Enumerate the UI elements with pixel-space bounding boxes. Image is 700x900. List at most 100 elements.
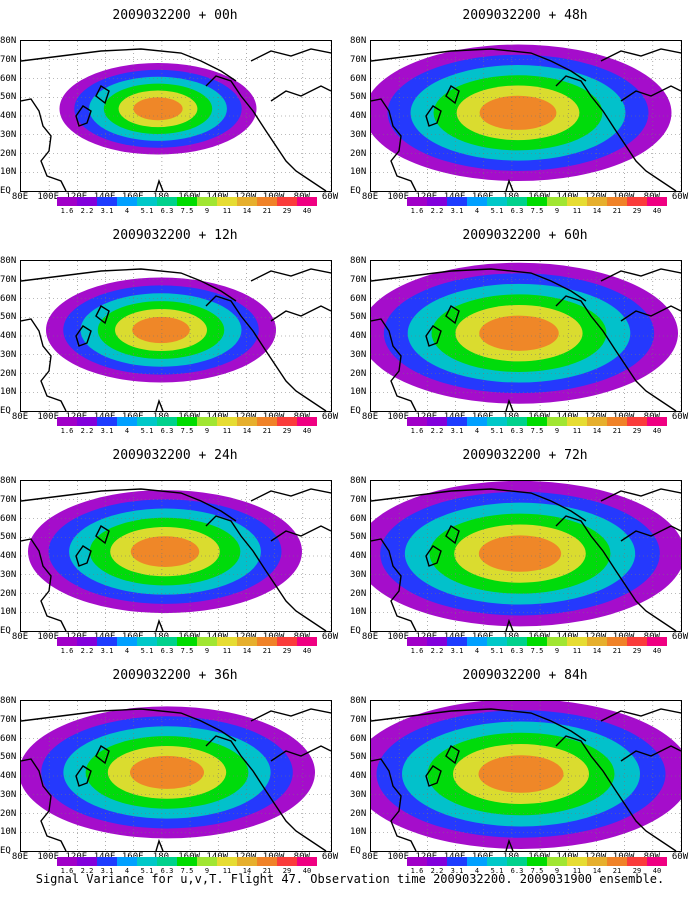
colorbar-tick-label: 9 xyxy=(204,647,210,655)
colorbar-swatch xyxy=(447,417,467,426)
colorbar-swatch xyxy=(97,197,117,206)
colorbar-tick-label: 7.5 xyxy=(530,207,544,215)
colorbar-tick-label: 7.5 xyxy=(180,867,194,875)
colorbar-tick-label: 29 xyxy=(282,867,292,875)
map-plot-area xyxy=(370,700,682,852)
longitude-label: 60W xyxy=(321,632,339,642)
colorbar-tick-label: 1.6 xyxy=(410,427,424,435)
variance-contour-10 xyxy=(479,315,559,351)
coastline xyxy=(445,524,460,545)
coastline xyxy=(555,735,677,851)
colorbar-swatch xyxy=(157,197,177,206)
colorbar-labels: 1.6 2.2 3.1 4 5.1 6.3 7.5 9 11 14 21 29 40 xyxy=(57,207,317,217)
latitude-label: EQ xyxy=(350,406,361,416)
colorbar-tick-label: 11 xyxy=(222,867,232,875)
colorbar-tick-label: 21 xyxy=(612,207,622,215)
coastline xyxy=(371,758,417,851)
colorbar-tick-label: 40 xyxy=(302,867,312,875)
colorbar-tick-label: 14 xyxy=(242,647,252,655)
colorbar-swatch xyxy=(137,197,157,206)
latitude-label: 30N xyxy=(350,569,367,580)
coastline xyxy=(620,745,681,762)
colorbar-swatch xyxy=(217,417,237,426)
colorbar-swatch xyxy=(547,637,567,646)
coastline xyxy=(371,708,587,742)
latitude-label: 20N xyxy=(350,588,367,599)
colorbar-swatch xyxy=(587,637,607,646)
colorbar-tick-label: 7.5 xyxy=(180,207,194,215)
colorbar xyxy=(407,857,667,866)
latitude-label: 20N xyxy=(350,148,367,159)
colorbar-swatch xyxy=(197,417,217,426)
map-panel: 2009032200 + 60h 80N 70N 60N 50N 40N 30N 20N 10N… xyxy=(350,220,700,440)
colorbar-swatch xyxy=(157,417,177,426)
coastline xyxy=(95,744,110,765)
longitude-label: 100E xyxy=(387,192,410,202)
coastline xyxy=(555,75,677,191)
colorbar-swatch xyxy=(467,637,487,646)
colorbar xyxy=(57,197,317,206)
colorbar-swatch xyxy=(277,637,297,646)
colorbar-tick-label: 3.1 xyxy=(450,647,464,655)
colorbar-swatch xyxy=(627,637,647,646)
colorbar-tick-label: 2.2 xyxy=(80,647,94,655)
longitude-label: 80E xyxy=(361,632,379,642)
colorbar-swatch xyxy=(547,857,567,866)
coastline xyxy=(155,398,164,411)
colorbar-tick-label: 7.5 xyxy=(180,647,194,655)
colorbar-tick-label: 9 xyxy=(204,427,210,435)
map-plot-area xyxy=(370,480,682,632)
map-plot-area xyxy=(370,40,682,192)
coastline xyxy=(425,325,442,347)
coastline xyxy=(250,48,331,62)
colorbar-swatch xyxy=(467,417,487,426)
colorbar-tick-label: 5.1 xyxy=(490,867,504,875)
colorbar-tick-label: 7.5 xyxy=(530,647,544,655)
latitude-label: 40N xyxy=(350,771,367,781)
latitude-label: 50N xyxy=(0,92,17,103)
colorbar-swatch xyxy=(157,637,177,646)
colorbar-swatch xyxy=(277,857,297,866)
colorbar-tick-label: 21 xyxy=(612,867,622,875)
colorbar-swatch xyxy=(527,197,547,206)
coastline xyxy=(445,304,460,325)
colorbar-swatch xyxy=(587,857,607,866)
longitude-label: 80E xyxy=(361,852,379,862)
latitude-label: 80N xyxy=(0,36,17,46)
coastline xyxy=(371,538,417,631)
coastline xyxy=(205,75,327,191)
longitude-label: 100E xyxy=(37,412,60,422)
colorbar-swatch xyxy=(527,857,547,866)
map-panel: 2009032200 + 12h 80N 70N 60N 50N 40N 30N 20N 10N… xyxy=(0,220,350,440)
variance-field xyxy=(371,701,681,851)
colorbar-tick-label: 21 xyxy=(612,647,622,655)
colorbar-tick-label: 6.3 xyxy=(160,867,174,875)
colorbar-tick-label: 40 xyxy=(652,867,662,875)
colorbar-tick-label: 4 xyxy=(474,647,480,655)
colorbar xyxy=(57,417,317,426)
coastline xyxy=(505,398,514,411)
coastline xyxy=(505,618,514,631)
colorbar-swatch xyxy=(507,857,527,866)
map-panel: 2009032200 + 36h 80N 70N 60N 50N 40N 30N 20N 10N… xyxy=(0,660,350,880)
colorbar-labels: 1.6 2.2 3.1 4 5.1 6.3 7.5 9 11 14 21 29 40 xyxy=(407,427,667,437)
colorbar-swatch xyxy=(217,637,237,646)
colorbar-swatch xyxy=(97,417,117,426)
colorbar-tick-label: 21 xyxy=(262,867,272,875)
map-panel: 2009032200 + 00h 80N 70N 60N 50N 40N 30N 20N 10N… xyxy=(0,0,350,220)
longitude-label: 60W xyxy=(671,852,689,862)
latitude-label: 30N xyxy=(0,129,17,140)
colorbar-swatch xyxy=(197,857,217,866)
latitude-label: 70N xyxy=(0,714,17,725)
coastline xyxy=(505,178,514,191)
coastline xyxy=(95,304,110,325)
latitude-label: 30N xyxy=(350,129,367,140)
colorbar-tick-label: 9 xyxy=(554,207,560,215)
colorbar-tick-label: 29 xyxy=(632,647,642,655)
variance-contour-10 xyxy=(130,536,200,567)
colorbar-swatch xyxy=(117,857,137,866)
colorbar-swatch xyxy=(297,637,317,646)
colorbar-swatch xyxy=(177,417,197,426)
coastline xyxy=(425,545,442,567)
latitude-label: EQ xyxy=(350,186,361,196)
